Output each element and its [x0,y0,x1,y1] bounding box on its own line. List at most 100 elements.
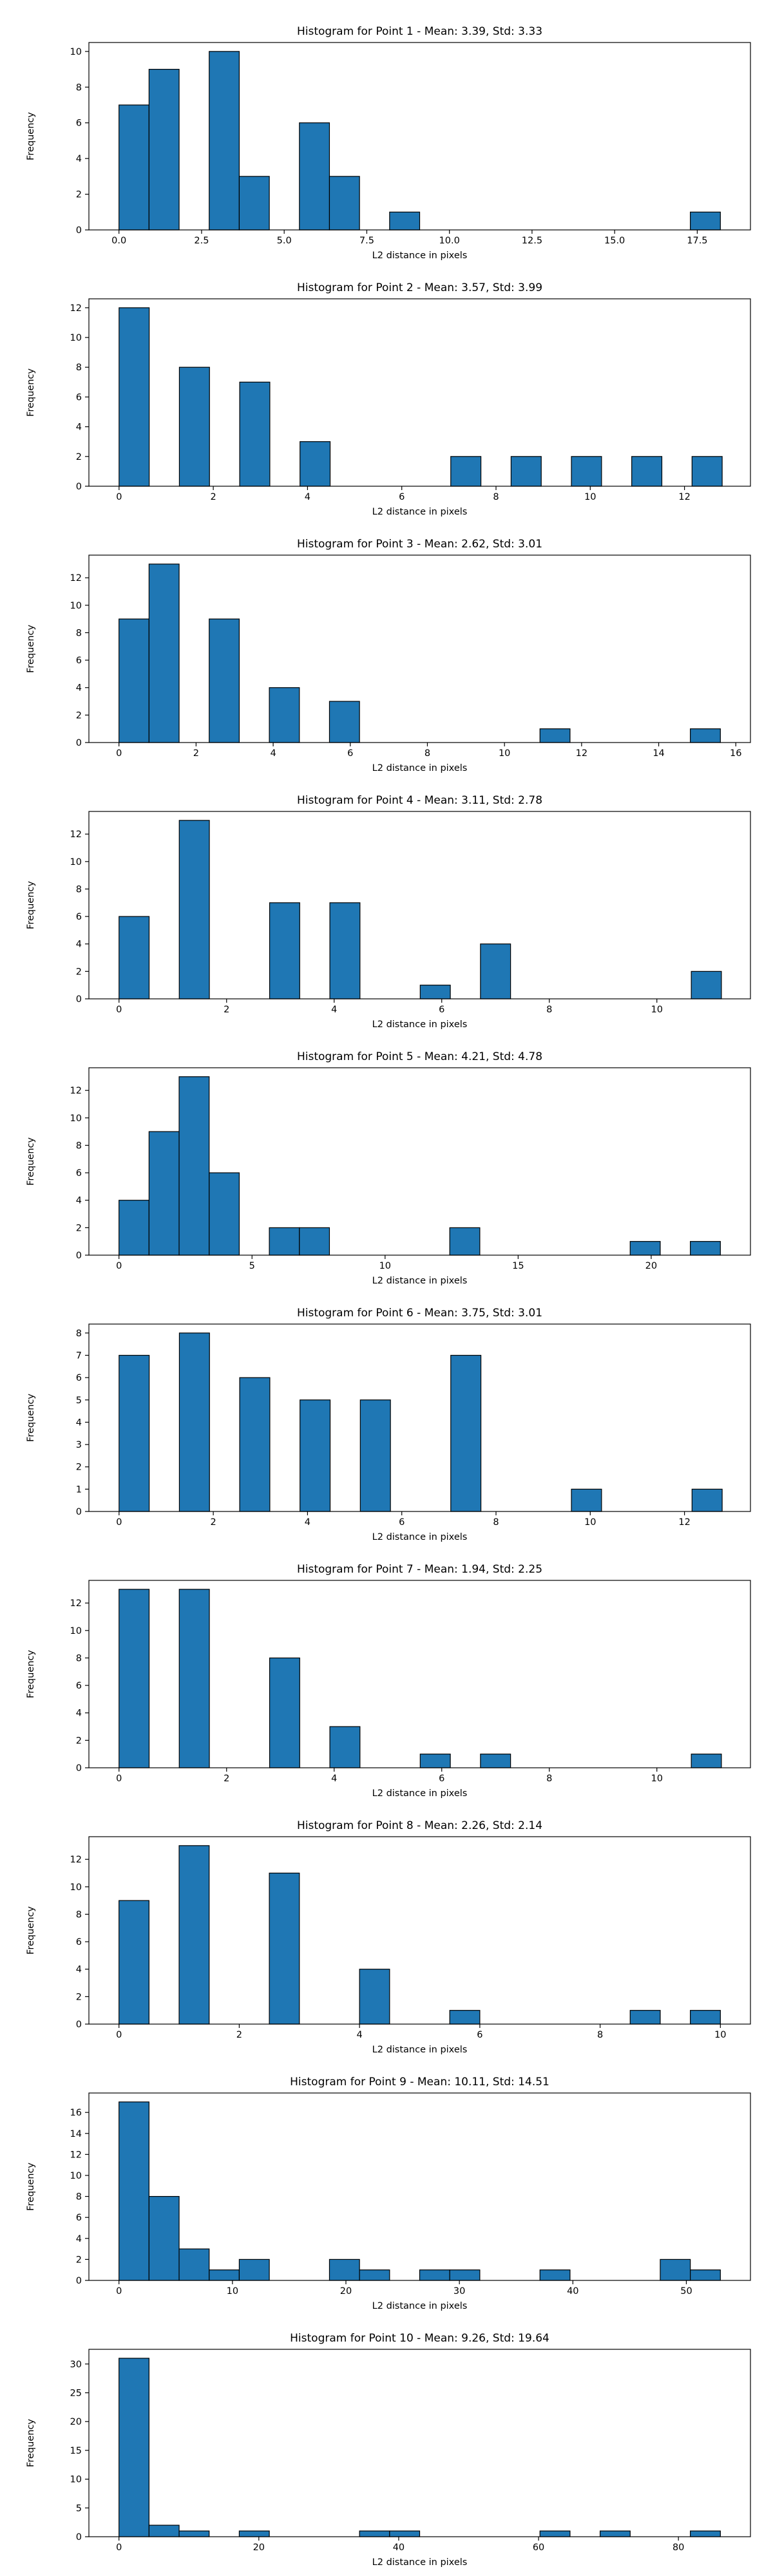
x-axis-label: L2 distance in pixels [372,1019,468,1030]
axes-frame [88,1067,751,1256]
histogram-bar [690,2269,721,2281]
histogram-bar [450,1354,482,1512]
x-tick-label: 6 [399,492,405,502]
y-tick-label: 14 [70,2129,82,2139]
y-tick-label: 2 [76,2255,82,2265]
x-tick-label: 0.0 [111,236,126,246]
y-tick-label: 15 [70,2446,82,2456]
histogram-bar [690,211,721,231]
x-tick-label: 20 [253,2543,265,2553]
y-tick-label: 8 [76,363,82,373]
histogram-bar [480,943,511,999]
y-tick-label: 20 [70,2417,82,2427]
y-tick-label: 5 [76,1396,82,1406]
histogram-bar [329,2259,360,2281]
y-tick-label: 2 [76,1736,82,1746]
histogram-bar [239,1377,271,1512]
x-tick-label: 10 [584,492,596,502]
y-tick-label: 8 [76,1909,82,1920]
histogram-bar [269,902,300,999]
histogram-bar [119,1354,150,1512]
x-tick-label: 8 [597,2030,603,2040]
x-tick-label: 15.0 [604,236,625,246]
x-axis-label: L2 distance in pixels [372,2045,468,2055]
histogram-bar [178,820,210,999]
y-axis-label: Frequency [26,881,36,929]
y-tick-label: 12 [70,1598,82,1609]
histogram-bar [450,456,482,487]
histogram-bar [269,687,300,743]
histogram-panel-3: Histogram for Point 3 - Mean: 2.62, Std:… [26,538,751,773]
histogram-bar [178,1589,210,1768]
histogram-bar [269,1227,300,1256]
histogram-bar [178,2530,210,2537]
y-tick-label: 12 [70,2150,82,2160]
y-tick-label: 4 [76,1709,82,1719]
histogram-bar [269,1657,300,1768]
x-tick-label: 4 [305,1517,310,1528]
y-tick-label: 2 [76,967,82,977]
x-tick-label: 6 [477,2030,482,2040]
y-tick-label: 0 [76,482,82,492]
x-tick-label: 10.0 [439,236,460,246]
x-tick-label: 0 [116,1261,122,1271]
histogram-panel-10: Histogram for Point 10 - Mean: 9.26, Std… [26,2332,751,2568]
y-tick-label: 12 [70,573,82,583]
histogram-bar [148,2524,180,2537]
x-tick-label: 8 [493,1517,499,1528]
histogram-bar [148,2195,180,2281]
x-tick-label: 40 [567,2286,578,2297]
y-tick-label: 6 [76,2213,82,2223]
y-tick-label: 10 [70,601,82,611]
x-tick-label: 0 [116,2286,122,2297]
y-tick-label: 30 [70,2360,82,2370]
histogram-bar [449,1227,481,1256]
y-tick-label: 4 [76,422,82,433]
histogram-bar [119,1900,149,2025]
y-tick-label: 10 [70,1882,82,1893]
histogram-bar [329,902,361,999]
y-tick-label: 0 [76,994,82,1005]
histogram-bar [691,1488,723,1512]
histogram-bar [419,1754,451,1768]
histogram-bar [599,2530,631,2537]
y-tick-label: 6 [76,1937,82,1947]
y-tick-label: 4 [76,2234,82,2244]
x-tick-label: 16 [730,748,741,759]
y-tick-label: 4 [76,683,82,694]
y-tick-label: 25 [70,2388,82,2398]
histogram-bar [119,1589,150,1768]
y-tick-label: 2 [76,1223,82,1233]
histogram-panel-5: Histogram for Point 5 - Mean: 4.21, Std:… [26,1050,751,1286]
histogram-bar [239,381,271,487]
histogram-bar [209,618,240,743]
histogram-bar [449,2269,481,2281]
histogram-bar [691,456,723,487]
x-tick-label: 10 [651,1774,662,1784]
y-tick-label: 4 [76,1965,82,1975]
x-tick-label: 2 [236,2030,242,2040]
histogram-bar [238,2530,270,2537]
x-tick-label: 14 [653,748,664,759]
y-tick-label: 7 [76,1351,82,1361]
histogram-panel-7: Histogram for Point 7 - Mean: 1.94, Std:… [26,1563,751,1799]
y-tick-label: 1 [76,1484,82,1495]
histogram-bar [119,2101,149,2281]
x-tick-label: 4 [331,1005,337,1015]
histogram-bar [329,701,360,743]
histogram-panel-6: Histogram for Point 6 - Mean: 3.75, Std:… [26,1307,751,1542]
y-tick-label: 8 [76,628,82,638]
y-tick-label: 6 [76,912,82,922]
x-tick-label: 12.5 [522,236,542,246]
axes-frame [88,1323,751,1512]
x-tick-label: 8 [546,1774,552,1784]
y-tick-label: 10 [70,333,82,343]
y-tick-label: 4 [76,1417,82,1428]
x-axis-label: L2 distance in pixels [372,251,468,261]
histogram-bar [690,2530,721,2537]
histogram-bar [510,456,542,487]
y-tick-label: 6 [76,1168,82,1179]
histogram-bar [329,1726,361,1768]
histogram-bar [119,307,150,487]
chart-title: Histogram for Point 5 - Mean: 4.21, Std:… [297,1050,542,1063]
